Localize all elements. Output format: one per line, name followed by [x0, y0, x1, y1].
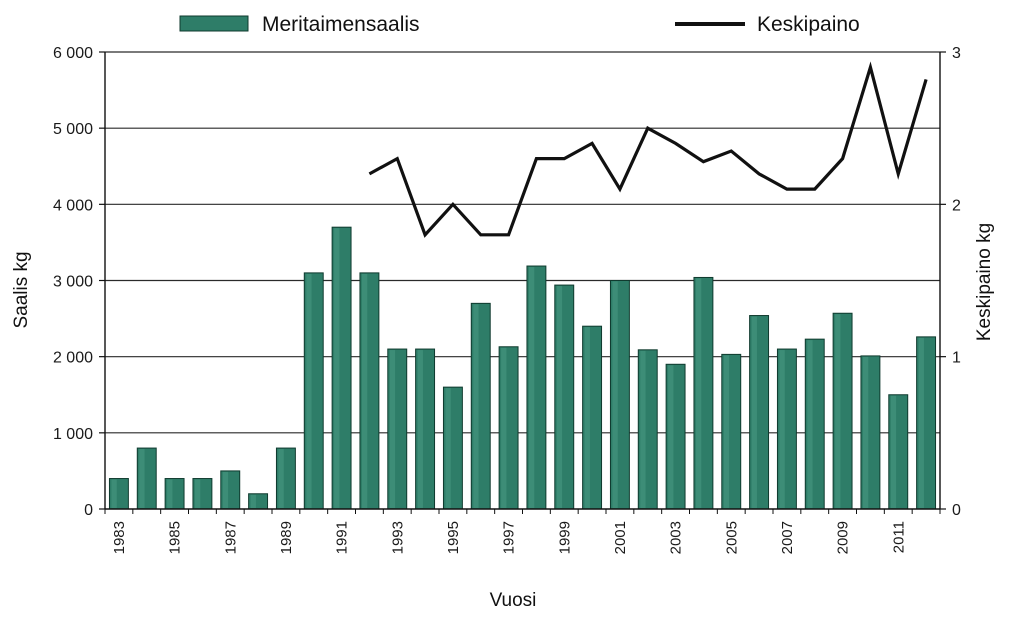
x-tick-label-2011: 2011	[890, 521, 907, 553]
bar-highlight-2004	[695, 278, 702, 508]
left-tick-label-2: 2 000	[53, 350, 93, 367]
x-tick-label-2001: 2001	[612, 521, 629, 554]
line-series-keskipaino	[368, 61, 928, 238]
bar-highlight-1989	[278, 449, 284, 508]
bar-highlight-2009	[835, 314, 841, 508]
right-y-axis-title: Keskipaino kg	[974, 223, 995, 341]
bar-highlight-1997	[501, 347, 507, 508]
bar-highlight-2007	[779, 350, 785, 508]
left-tick-label-5: 5 000	[53, 121, 93, 138]
bar-highlight-1992	[361, 273, 368, 508]
left-tick-label-6: 6 000	[53, 45, 93, 62]
bar-highlight-2000	[584, 327, 590, 508]
right-tick-label-3: 3	[952, 45, 961, 62]
right-tick-label-2: 2	[952, 197, 961, 214]
bar-highlight-1986	[194, 479, 201, 508]
bar-highlight-1993	[389, 350, 396, 508]
left-y-tick-labels: 0 1 000 2 000 3 000 4 000 5 000 6 000	[53, 45, 93, 519]
x-tick-label-1999: 1999	[556, 521, 573, 554]
bar-highlight-1998	[528, 267, 535, 508]
x-tick-label-2003: 2003	[668, 521, 685, 554]
bar-highlight-1995	[445, 388, 451, 508]
left-tick-label-3: 3 000	[53, 274, 93, 291]
bar-highlight-1988	[250, 494, 256, 508]
x-tick-label-1983: 1983	[111, 521, 128, 554]
x-tick-label-2009: 2009	[835, 521, 852, 554]
line-path-keskipaino	[368, 61, 928, 238]
bar-highlight-1985	[167, 479, 173, 508]
bar-highlight-1987	[222, 471, 229, 508]
bar-highlight-2006	[751, 316, 757, 508]
x-tick-label-1985: 1985	[167, 521, 184, 554]
bar-highlight-2005	[723, 355, 730, 508]
legend-label-meritaimensaalis: Meritaimensaalis	[262, 13, 420, 36]
x-tick-label-2007: 2007	[779, 521, 796, 554]
x-tick-label-1987: 1987	[222, 521, 239, 554]
bar-highlight-1983	[111, 479, 117, 508]
bar-highlight-1994	[417, 350, 423, 508]
bar-highlight-1991	[334, 228, 340, 508]
bar-highlight-2012	[918, 337, 924, 508]
x-tick-label-1989: 1989	[278, 521, 295, 554]
left-tick-label-1: 1 000	[53, 426, 93, 443]
bar-highlight-1996	[473, 304, 479, 508]
x-tick-label-1993: 1993	[389, 521, 406, 554]
x-tick-label-2005: 2005	[723, 521, 740, 554]
x-axis-title: Vuosi	[490, 590, 537, 611]
legend-label-keskipaino: Keskipaino	[757, 13, 860, 36]
bar-highlight-2008	[807, 340, 813, 508]
x-tick-labels: 1983 1985 1987 1989 1991 1993 1995 1997 1999 2001…	[111, 521, 907, 554]
bar-highlight-2002	[640, 350, 646, 508]
left-tick-label-0: 0	[84, 502, 93, 519]
legend: Meritaimensaalis Keskipaino	[179, 13, 860, 36]
right-tick-label-1: 1	[952, 350, 961, 367]
bar-highlight-2001	[612, 281, 618, 508]
bar-highlight-1984	[139, 449, 145, 508]
x-tick-label-1995: 1995	[445, 521, 462, 554]
x-tick-label-1997: 1997	[501, 521, 518, 554]
x-tick-label-1991: 1991	[334, 521, 351, 554]
bar-highlight-2011	[890, 395, 897, 508]
bar-series-meritaimensaalis	[108, 226, 937, 510]
bar-highlight-1990	[306, 273, 312, 508]
right-y-tick-labels: 0 1 2 3	[952, 45, 961, 519]
left-tick-label-4: 4 000	[53, 197, 93, 214]
axes	[99, 51, 946, 514]
grid-lines	[105, 51, 940, 434]
legend-swatch-meritaimensaalis	[179, 15, 249, 32]
bar-highlight-2003	[668, 365, 674, 508]
bar-highlight-1999	[556, 286, 563, 508]
left-y-axis-title: Saalis kg	[11, 251, 32, 328]
right-tick-label-0: 0	[952, 502, 961, 519]
bar-highlight-2010	[862, 356, 869, 508]
